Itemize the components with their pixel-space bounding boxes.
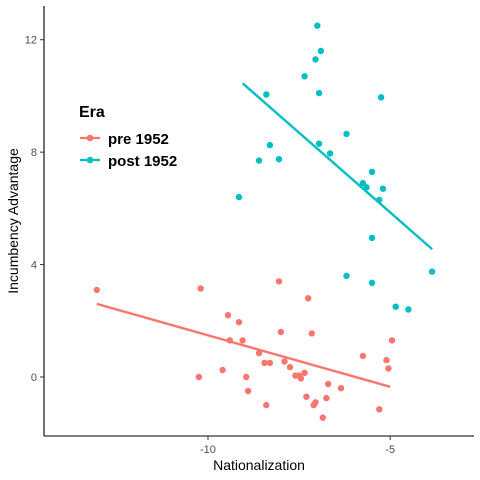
data-point-pre-1952-6 — [235, 319, 243, 326]
y-axis-title: Incumbency Advantage — [5, 148, 21, 294]
legend: Era pre 1952 post 1952 — [79, 104, 177, 170]
data-point-post-1952-23 — [405, 306, 412, 313]
data-point-post-1952-8 — [312, 56, 319, 63]
data-point-pre-1952-15 — [277, 328, 285, 336]
legend-title: Era — [79, 104, 105, 121]
x-tick-label-0: -10 — [200, 444, 216, 456]
data-point-pre-1952-26 — [312, 399, 319, 406]
data-point-post-1952-24 — [428, 268, 436, 275]
axis-ticks: -10 -5 0 4 8 12 — [25, 35, 395, 456]
data-point-pre-1952-30 — [337, 385, 345, 392]
data-point-pre-1952-20 — [297, 375, 305, 382]
legend-key-post-1952-point — [86, 156, 94, 164]
data-point-post-1952-17 — [379, 185, 387, 192]
data-point-pre-1952-35 — [388, 337, 396, 344]
legend-label-pre-1952: pre 1952 — [108, 131, 169, 148]
data-point-post-1952-7 — [317, 47, 325, 55]
legend-key-pre-1952-point — [86, 134, 94, 142]
data-point-post-1952-6 — [314, 22, 321, 29]
y-tick-label-1: 4 — [31, 260, 37, 272]
data-point-pre-1952-14 — [275, 278, 283, 285]
data-point-post-1952-12 — [343, 130, 350, 138]
data-point-post-1952-5 — [301, 73, 308, 80]
data-point-pre-1952-12 — [263, 401, 270, 409]
data-point-post-1952-4 — [275, 156, 283, 163]
data-point-pre-1952-34 — [385, 365, 392, 372]
data-point-pre-1952-22 — [303, 393, 310, 400]
data-point-post-1952-3 — [266, 141, 274, 149]
data-point-post-1952-0 — [235, 193, 243, 201]
data-point-pre-1952-4 — [224, 312, 232, 319]
data-point-pre-1952-16 — [281, 358, 288, 365]
data-point-pre-1952-9 — [244, 387, 252, 395]
y-tick-label-3: 12 — [25, 35, 37, 47]
data-point-post-1952-22 — [392, 303, 399, 310]
data-point-pre-1952-23 — [305, 295, 312, 302]
data-point-post-1952-10 — [315, 140, 323, 147]
y-tick-label-2: 8 — [31, 147, 37, 159]
data-point-pre-1952-17 — [286, 363, 294, 371]
data-point-post-1952-9 — [315, 89, 323, 97]
data-point-pre-1952-1 — [197, 285, 204, 292]
data-point-pre-1952-33 — [383, 356, 390, 364]
data-point-pre-1952-2 — [195, 373, 203, 381]
data-point-post-1952-1 — [255, 157, 263, 164]
y-tick-label-0: 0 — [31, 372, 37, 384]
data-point-pre-1952-28 — [325, 380, 332, 388]
data-point-post-1952-19 — [368, 234, 376, 242]
data-point-pre-1952-7 — [239, 337, 246, 344]
data-point-post-1952-2 — [263, 91, 270, 98]
data-point-post-1952-18 — [377, 94, 385, 101]
trend-line-post-1952 — [241, 82, 433, 251]
trend-line-pre-1952 — [96, 302, 391, 388]
legend-label-post-1952: post 1952 — [108, 153, 177, 170]
data-point-post-1952-21 — [368, 279, 376, 286]
data-point-pre-1952-21 — [301, 369, 308, 376]
plot-area — [93, 22, 436, 421]
data-point-pre-1952-13 — [266, 359, 274, 367]
data-point-pre-1952-32 — [376, 406, 383, 413]
data-point-post-1952-15 — [368, 168, 376, 175]
data-point-post-1952-13 — [359, 179, 367, 187]
data-point-post-1952-20 — [343, 272, 350, 279]
data-point-pre-1952-11 — [261, 359, 268, 367]
data-point-post-1952-11 — [326, 150, 334, 157]
data-point-pre-1952-29 — [323, 394, 330, 402]
data-point-pre-1952-3 — [219, 366, 226, 374]
x-axis-title: Nationalization — [213, 457, 305, 473]
data-point-pre-1952-8 — [243, 373, 250, 381]
data-point-pre-1952-10 — [255, 349, 263, 357]
data-point-pre-1952-0 — [93, 286, 101, 294]
data-point-pre-1952-31 — [359, 352, 367, 360]
data-point-pre-1952-27 — [319, 414, 326, 421]
data-point-pre-1952-24 — [308, 330, 315, 337]
x-tick-label-1: -5 — [385, 444, 395, 456]
